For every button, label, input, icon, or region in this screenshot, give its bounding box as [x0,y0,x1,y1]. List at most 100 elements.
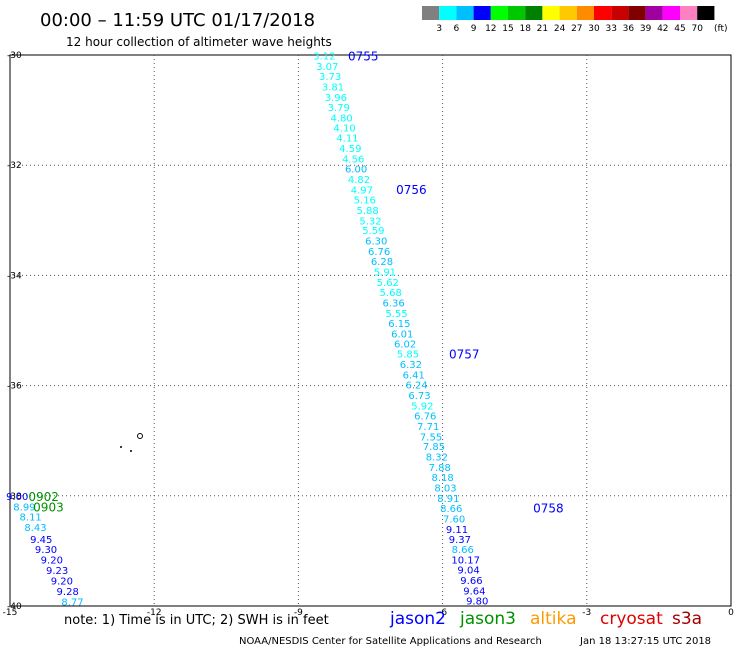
swh-point-label: 8.43 [24,523,46,534]
swh-point-label: 9.80 [466,596,488,607]
swh-point-label: 8.18 [431,473,453,484]
scale-swatch [559,6,577,20]
scale-swatch [576,6,594,20]
swh-point-label: 5.55 [385,309,407,320]
time-label: 0758 [533,501,564,515]
time-label: 0903 [33,500,64,514]
y-tick-label: -30 [7,51,22,61]
swh-point-label: 9.20 [41,556,63,567]
x-tick-label: -6 [438,608,447,618]
sat-s3a: s3a [672,609,702,629]
swh-point-label: 7.85 [423,442,445,453]
x-tick-label: -9 [294,608,303,618]
x-tick-label: 0 [728,608,734,618]
scale-swatch [473,6,491,20]
swh-point-label: 8.32 [426,453,448,464]
scale-swatch [628,6,646,20]
scale-swatch [662,6,680,20]
scale-label: 39 [640,24,652,34]
scale-swatch [645,6,663,20]
swh-point-label: 4.80 [331,113,353,124]
swh-point-label: 9.30 [35,545,57,556]
scale-unit: (ft) [714,24,728,34]
swh-point-label: 8.66 [440,504,462,515]
footer-credit: NOAA/NESDIS Center for Satellite Applica… [239,636,542,647]
swh-point-label: 6.76 [414,411,436,422]
island-marker [137,433,143,439]
swh-point-label: 8.03 [434,484,456,495]
swh-point-label: 8.66 [452,545,474,556]
swh-point-label: 7.60 [443,514,465,525]
y-tick-label: -32 [7,161,22,171]
swh-point-label: 6.24 [406,380,428,391]
swh-point-label: 6.28 [371,257,393,268]
swh-point-label: 4.10 [333,124,355,135]
swh-point-label: 8.99 [13,502,35,513]
swh-point-label: 5.92 [411,401,433,412]
swh-point-label: 5.32 [359,216,381,227]
x-tick-label: -3 [582,608,591,618]
scale-swatch [594,6,612,20]
swh-point-label: 10.17 [451,556,480,567]
sat-altika: altika [530,609,577,629]
satellite-tracks: 3.123.073.733.813.963.794.804.104.114.59… [6,50,564,609]
swh-point-label: 3.79 [328,103,350,114]
island-marker [130,450,132,452]
track-jason3: 9.008.998.118.439.459.309.209.239.209.28… [6,490,84,609]
swh-point-label: 7.71 [417,422,439,433]
scale-swatch [525,6,543,20]
time-label: 0902 [28,490,59,504]
swh-point-label: 6.41 [403,371,425,382]
swh-point-label: 6.30 [365,237,387,248]
sat-jason2: jason2 [389,609,446,629]
swh-point-label: 9.45 [30,535,52,546]
swh-point-label: 5.91 [374,268,396,279]
swh-point-label: 4.97 [351,185,373,196]
swh-point-label: 3.12 [313,52,335,63]
swh-point-label: 4.56 [342,155,364,166]
swh-point-label: 4.82 [348,175,370,186]
swh-point-label: 5.88 [356,206,378,217]
swh-point-label: 5.62 [377,278,399,289]
scale-label: 45 [674,24,685,34]
plot-border [9,54,732,607]
scale-label: 42 [657,24,668,34]
scale-label: 27 [571,24,582,34]
chart-title: 00:00 – 11:59 UTC 01/17/2018 [40,10,315,31]
swh-point-label: 9.20 [51,577,73,588]
island-markers [120,433,143,452]
swh-point-label: 6.36 [382,298,404,309]
y-tick-label: -36 [7,382,22,392]
swh-point-label: 8.77 [61,598,83,609]
scale-swatch [422,6,440,20]
swh-point-label: 6.01 [391,329,413,340]
y-tick-label: -38 [7,492,22,502]
axis-ticks: -15 -12 -9 -6 -3 0-30-32-34-36-38-40 [3,51,734,618]
island-marker [120,446,122,448]
swh-point-label: 9.00 [6,492,28,503]
y-tick-label: -34 [7,271,22,281]
scale-swatch [542,6,560,20]
swh-point-label: 3.73 [319,72,341,83]
scale-label: 15 [502,24,513,34]
swh-point-label: 6.73 [408,391,430,402]
swh-point-label: 9.64 [463,587,485,598]
swh-point-label: 4.11 [336,134,358,145]
swh-point-label: 6.32 [400,360,422,371]
swh-point-label: 9.23 [46,566,68,577]
y-tick-label: -40 [7,602,22,612]
swh-point-label: 9.37 [449,535,471,546]
scale-label: 12 [485,24,496,34]
scale-label: 18 [519,24,531,34]
scale-label: 6 [454,24,460,34]
footer-timestamp: Jan 18 13:27:15 UTC 2018 [579,636,711,647]
scale-swatch [680,6,698,20]
scale-swatch [611,6,629,20]
scale-label: 9 [471,24,477,34]
swh-point-label: 7.55 [420,432,442,443]
time-label: 0756 [396,183,427,197]
plot-area [9,54,732,607]
scale-swatch [697,6,715,20]
sat-jason3: jason3 [459,609,516,629]
